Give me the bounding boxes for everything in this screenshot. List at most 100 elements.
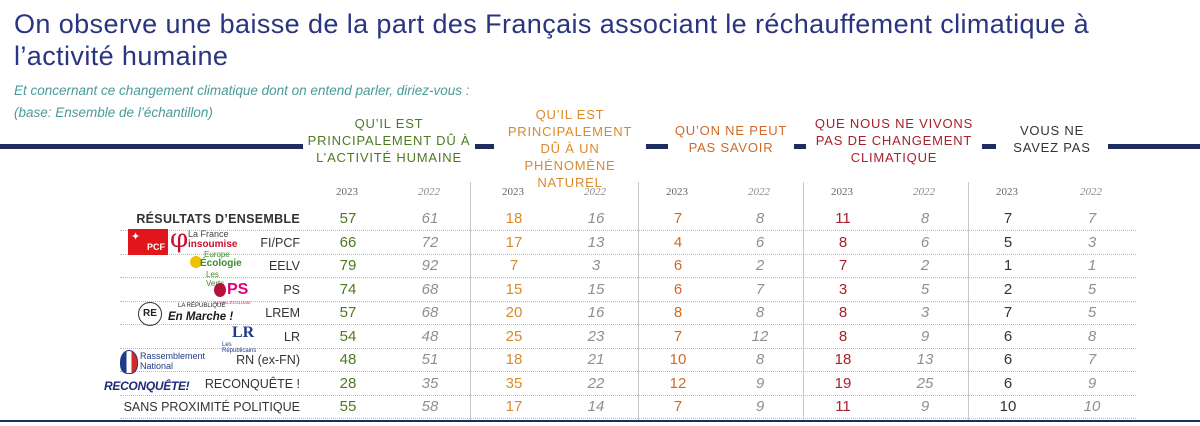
re-circle-logo: RE: [138, 302, 162, 326]
pcf-logo-text: PCF: [147, 242, 165, 252]
ps-logo-text: PS: [227, 281, 249, 298]
bottom-rule: [0, 420, 1200, 422]
table-row: FI/PCF 66 72 17 13 4 6 8 6 5 3: [120, 232, 1136, 255]
lfi-logo: φ La France insoumise: [170, 224, 238, 256]
data-label: 2: [1003, 280, 1013, 298]
year-label: 2023: [502, 186, 524, 198]
data-label: 11: [835, 398, 851, 415]
lr-logo-mark: LR: [232, 324, 255, 341]
table-row: RN (ex-FN) 48 51 18 21 10 8 18 13 6 7: [120, 349, 1136, 372]
data-label: 13: [587, 233, 605, 251]
year-label: 2022: [913, 186, 935, 198]
data-label: 5: [920, 280, 930, 298]
column-header-pas-de-changement: Que nous ne vivons pas de changement cli…: [806, 115, 982, 166]
row-label: PS: [283, 282, 300, 297]
table-row: PS 74 68 15 15 6 7 3 5 2 5: [120, 279, 1136, 302]
data-label: 9: [920, 327, 930, 345]
data-label: 20: [505, 304, 523, 321]
data-label: 9: [920, 398, 930, 415]
page-title: On observe une baisse de la part des Fra…: [14, 9, 1090, 71]
lfi-logo-line2: insoumise: [188, 239, 238, 250]
year-label: 2022: [748, 186, 770, 198]
data-label: 6: [673, 280, 683, 298]
data-label: 10: [1083, 398, 1101, 415]
star-icon: ✦: [131, 231, 141, 243]
data-label: 68: [421, 280, 439, 298]
data-label: 7: [673, 398, 683, 415]
data-label: 72: [421, 233, 439, 251]
rose-icon: [214, 283, 226, 297]
data-label: 18: [505, 210, 523, 227]
data-label: 7: [673, 327, 683, 345]
data-label: 1: [1087, 257, 1097, 274]
data-label: 57: [339, 304, 357, 321]
eelv-logo-line2: Écologie: [200, 258, 242, 269]
subtitle-question: Et concernant ce changement climatique d…: [14, 83, 470, 98]
data-label: 22: [587, 374, 605, 392]
sunflower-icon: [190, 256, 202, 268]
subtitle: Et concernant ce changement climatique d…: [14, 80, 470, 124]
column-header-peut-pas-savoir: Qu’on ne peut pas savoir: [668, 122, 794, 156]
data-label: 3: [838, 280, 848, 298]
data-label: 61: [421, 210, 439, 227]
table-row: EELV 79 92 7 3 6 2 7 2 1 1: [120, 255, 1136, 278]
data-label: 66: [339, 233, 357, 251]
data-label: 8: [673, 304, 683, 321]
year-label: 2022: [418, 186, 440, 198]
data-label: 18: [505, 351, 523, 368]
eelv-logo: Europe Écologie Les Verts: [190, 250, 242, 288]
year-label: 2023: [336, 186, 358, 198]
data-label: 17: [505, 398, 523, 415]
data-label: 9: [755, 398, 765, 415]
lrem-logo: RE LA RÉPUBLIQUE En Marche !: [138, 301, 244, 327]
row-label: RÉSULTATS D’ENSEMBLE: [136, 212, 300, 226]
lfi-logo-line1: La France: [188, 229, 229, 239]
data-label: 35: [421, 374, 439, 392]
row-label: LREM: [265, 306, 300, 320]
data-label: 14: [587, 398, 605, 415]
data-label: 25: [505, 327, 523, 345]
year-label: 2022: [1080, 186, 1102, 198]
data-label: 8: [838, 233, 848, 251]
data-label: 2: [755, 257, 765, 274]
data-label: 51: [421, 351, 439, 368]
data-label: 6: [1003, 374, 1013, 392]
data-label: 8: [920, 210, 930, 227]
reconquete-logo-text: RECONQUÊTE!: [104, 379, 190, 393]
data-label: 5: [1087, 304, 1097, 321]
year-label: 2023: [996, 186, 1018, 198]
data-label: 4: [673, 233, 683, 251]
data-label: 55: [339, 398, 357, 415]
data-label: 79: [339, 257, 357, 274]
data-label: 16: [587, 210, 605, 227]
data-label: 6: [673, 257, 683, 274]
data-label: 16: [587, 304, 605, 321]
data-label: 17: [505, 233, 523, 251]
data-label: 3: [591, 257, 601, 274]
flame-icon: [120, 350, 138, 374]
lrem-logo-line1: LA RÉPUBLIQUE: [178, 303, 226, 309]
rn-logo-line2: National: [140, 361, 174, 371]
rn-logo-line1: Rassemblement: [140, 351, 206, 361]
data-label: 54: [339, 327, 357, 345]
column-header-ne-savez-pas: Vous ne savez pas: [996, 122, 1108, 156]
row-label: RECONQUÊTE !: [204, 376, 300, 391]
phi-icon: φ: [170, 224, 189, 254]
data-label: 48: [421, 327, 439, 345]
table-row: SANS PROXIMITÉ POLITIQUE 55 58 17 14 7 9 11 9 10 1…: [120, 396, 1136, 419]
data-label: 68: [421, 304, 439, 321]
year-label: 2023: [831, 186, 853, 198]
row-label: FI/PCF: [260, 235, 300, 250]
data-label: 9: [1087, 374, 1097, 392]
data-label: 7: [1087, 210, 1097, 227]
data-label: 57: [339, 210, 357, 227]
data-label: 6: [1003, 351, 1013, 368]
row-label: LR: [284, 329, 300, 344]
data-label: 12: [751, 327, 769, 345]
column-header-activite-humaine: Qu’il est principalement dû à l’activité…: [303, 115, 475, 166]
data-label: 8: [755, 351, 765, 368]
data-label: 74: [339, 280, 357, 298]
year-label: 2022: [584, 186, 606, 198]
table-row: LR 54 48 25 23 7 12 8 9 6 8: [120, 326, 1136, 349]
data-label: 8: [755, 304, 765, 321]
